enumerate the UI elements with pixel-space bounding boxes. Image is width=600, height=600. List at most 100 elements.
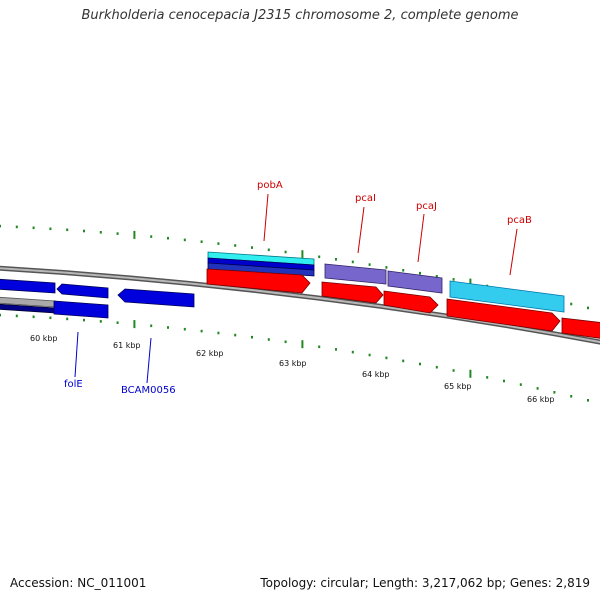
- kbp-label: 64 kbp: [362, 370, 390, 379]
- minor-tick: [49, 227, 52, 231]
- minor-tick: [318, 255, 321, 259]
- minor-tick: [217, 331, 220, 335]
- minor-tick: [553, 391, 556, 394]
- minor-tick: [486, 376, 489, 379]
- minor-tick: [419, 271, 421, 275]
- kbp-label: 66 kbp: [527, 395, 555, 404]
- gene-feature[interactable]: [449, 280, 565, 313]
- kbp-label: 63 kbp: [279, 359, 307, 368]
- major-tick: [469, 278, 472, 287]
- minor-tick: [267, 248, 270, 252]
- inner-tick-track: [0, 313, 589, 402]
- minor-tick: [385, 356, 388, 360]
- gene-feature[interactable]: [206, 268, 311, 294]
- minor-tick: [452, 369, 455, 372]
- gene-label-pcaJ: pcaJ: [416, 201, 437, 212]
- gene-feature[interactable]: [324, 263, 387, 285]
- minor-tick: [66, 317, 69, 321]
- minor-tick: [15, 225, 18, 229]
- kbp-label: 62 kbp: [196, 349, 224, 358]
- major-tick: [301, 340, 304, 349]
- minor-tick: [66, 228, 69, 232]
- minor-tick: [83, 229, 85, 233]
- gene-feature[interactable]: [383, 290, 439, 314]
- minor-tick: [351, 260, 354, 264]
- minor-tick: [99, 320, 102, 323]
- minor-tick: [150, 235, 153, 238]
- minor-tick: [587, 306, 589, 310]
- minor-tick: [419, 362, 421, 366]
- minor-tick: [435, 365, 438, 369]
- minor-tick: [83, 318, 85, 322]
- minor-tick: [335, 348, 337, 351]
- minor-tick: [368, 353, 371, 357]
- label-pointer-pcaB: [509, 228, 518, 276]
- map-title: Burkholderia cenocepacia J2315 chromosom…: [81, 8, 519, 23]
- minor-tick: [435, 275, 438, 278]
- label-pointer-pobA: [263, 193, 269, 242]
- minor-tick: [183, 238, 186, 242]
- minor-tick: [284, 340, 287, 344]
- minor-tick: [0, 313, 1, 317]
- minor-tick: [116, 232, 119, 235]
- minor-tick: [452, 278, 455, 281]
- minor-tick: [234, 333, 237, 337]
- minor-tick: [368, 263, 371, 266]
- minor-tick: [351, 350, 354, 354]
- major-tick: [133, 320, 136, 329]
- gene-feature[interactable]: [387, 270, 443, 294]
- minor-tick: [587, 399, 589, 402]
- gene-feature[interactable]: [207, 262, 315, 277]
- minor-tick: [99, 231, 102, 234]
- minor-tick: [217, 242, 220, 245]
- gene-feature[interactable]: [561, 317, 600, 339]
- kbp-label: 65 kbp: [444, 382, 472, 391]
- label-pointer-BCAM0056: [146, 337, 152, 384]
- gene-feature[interactable]: [53, 300, 109, 319]
- minor-tick: [0, 224, 1, 228]
- minor-tick: [116, 321, 119, 324]
- gene-feature[interactable]: [117, 288, 195, 308]
- gene-label-pcaB: pcaB: [507, 215, 532, 226]
- minor-tick: [251, 335, 253, 339]
- minor-tick: [519, 383, 522, 386]
- gene-label-BCAM0056: BCAM0056: [121, 385, 176, 396]
- label-pointer-folE: [74, 331, 79, 378]
- minor-tick: [200, 329, 203, 333]
- minor-tick: [150, 324, 153, 328]
- gene-feature[interactable]: [56, 283, 109, 299]
- minor-tick: [167, 236, 169, 240]
- major-tick: [469, 369, 472, 378]
- gene-feature[interactable]: [321, 281, 384, 304]
- label-pointer-pcaI: [357, 206, 365, 254]
- gene-feature[interactable]: [446, 298, 561, 332]
- minor-tick: [570, 302, 573, 306]
- minor-tick: [402, 269, 405, 272]
- minor-tick: [32, 315, 35, 319]
- minor-tick: [284, 250, 287, 254]
- label-pointer-pcaJ: [417, 213, 425, 263]
- minor-tick: [167, 326, 169, 329]
- minor-tick: [32, 226, 35, 230]
- gene-feature[interactable]: [0, 278, 56, 294]
- kbp-label: 61 kbp: [113, 341, 141, 350]
- minor-tick: [15, 314, 18, 318]
- major-tick: [133, 230, 136, 239]
- gene-label-folE: folE: [64, 379, 83, 390]
- major-tick: [301, 250, 304, 259]
- minor-tick: [200, 240, 203, 243]
- minor-tick: [402, 359, 405, 363]
- minor-tick: [234, 244, 237, 247]
- minor-tick: [570, 395, 573, 398]
- minor-tick: [183, 327, 186, 331]
- accession-label: Accession: NC_011001: [10, 576, 147, 590]
- kbp-label: 60 kbp: [30, 334, 58, 343]
- genome-summary: Topology: circular; Length: 3,217,062 bp…: [260, 576, 590, 590]
- minor-tick: [503, 379, 505, 383]
- minor-tick: [385, 266, 388, 269]
- minor-tick: [536, 387, 539, 390]
- minor-tick: [49, 316, 52, 320]
- minor-tick: [251, 246, 253, 249]
- minor-tick: [267, 338, 270, 341]
- gene-label-pobA: pobA: [257, 180, 283, 191]
